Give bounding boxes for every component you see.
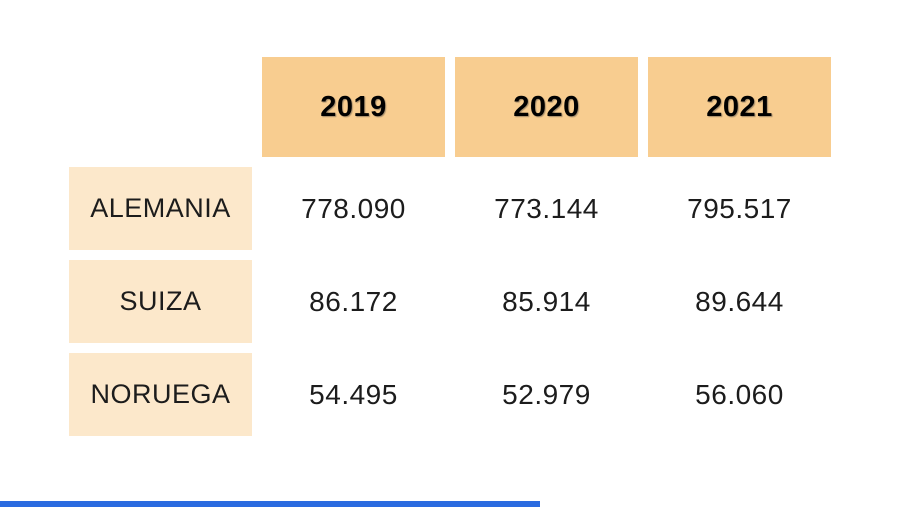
- column-header-2019: 2019: [262, 57, 445, 157]
- corner-cell: [69, 57, 252, 157]
- data-table: 2019 2020 2021 ALEMANIA 778.090 773.144 …: [69, 57, 831, 436]
- column-header-2021: 2021: [648, 57, 831, 157]
- table-cell-noruega-2019: 54.495: [309, 378, 398, 410]
- table-cell-noruega-2021: 56.060: [695, 378, 784, 410]
- table-cell-suiza-2019: 86.172: [309, 285, 398, 317]
- table-cell-noruega-2020: 52.979: [502, 378, 591, 410]
- column-header-2020: 2020: [455, 57, 638, 157]
- row-header-noruega: NORUEGA: [69, 353, 252, 436]
- row-header-alemania: ALEMANIA: [69, 167, 252, 250]
- row-header-suiza: SUIZA: [69, 260, 252, 343]
- table-cell-alemania-2020: 773.144: [494, 192, 599, 224]
- table-cell-alemania-2021: 795.517: [687, 192, 792, 224]
- video-progress-bar: [0, 501, 540, 507]
- table-cell-suiza-2020: 85.914: [502, 285, 591, 317]
- table-cell-suiza-2021: 89.644: [695, 285, 784, 317]
- table-cell-alemania-2019: 778.090: [301, 192, 406, 224]
